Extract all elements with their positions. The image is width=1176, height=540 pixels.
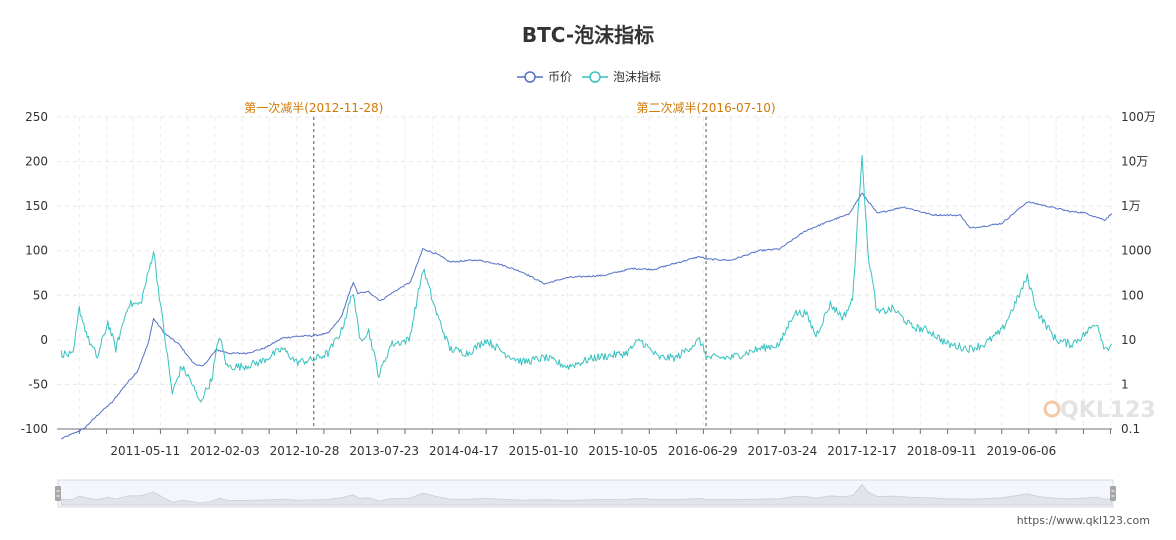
datazoom-handle-end[interactable] (1110, 486, 1116, 501)
legend-price-circle-icon (524, 71, 536, 83)
left-tick-label: 250 (25, 110, 48, 124)
datazoom-preview (60, 483, 1113, 506)
x-tick-label: 2011-05-11 (110, 444, 180, 458)
left-tick-label: 100 (25, 244, 48, 258)
datazoom-handle-start[interactable] (55, 486, 61, 501)
halving-markers: 第一次减半(2012-11-28) 第二次减半(2016-07-10) (244, 101, 776, 429)
datazoom-handle-start-grip-icon (55, 486, 61, 501)
right-y-axis: 100万 10万 1万 1000 100 10 1 0.1 (1121, 110, 1156, 436)
x-tick-label: 2018-09-11 (907, 444, 977, 458)
legend-bubble-circle-icon (589, 71, 601, 83)
series-lines (60, 155, 1113, 440)
x-tick-label: 2014-04-17 (429, 444, 499, 458)
left-y-axis: 250 200 150 100 50 0 -50 -100 (21, 110, 48, 436)
source-url[interactable]: https://www.qkl123.com (1017, 514, 1150, 527)
x-tick-label: 2016-06-29 (668, 444, 738, 458)
left-tick-label: -50 (28, 377, 48, 391)
right-tick-label: 10万 (1121, 155, 1148, 169)
right-tick-label: 1 (1121, 377, 1129, 391)
series-line-price (61, 192, 1113, 440)
x-tick-label: 2019-06-06 (986, 444, 1056, 458)
left-tick-label: 0 (40, 333, 48, 347)
right-tick-label: 100 (1121, 288, 1144, 302)
legend-item-price[interactable]: 币价 (517, 70, 572, 84)
x-tick-label: 2017-12-17 (827, 444, 897, 458)
series-line-bubble (60, 155, 1113, 403)
legend-bubble-label: 泡沫指标 (613, 69, 661, 84)
x-tick-label: 2017-03-24 (748, 444, 818, 458)
right-tick-label: 100万 (1121, 110, 1156, 124)
datazoom-slider[interactable] (55, 479, 1116, 508)
x-tick-label: 2012-10-28 (270, 444, 340, 458)
grid (57, 116, 1112, 429)
chart-title: BTC-泡沫指标 (522, 23, 654, 47)
legend-item-bubble[interactable]: 泡沫指标 (582, 69, 661, 84)
left-tick-label: 50 (33, 288, 48, 302)
watermark-logo-icon (1043, 400, 1061, 418)
datazoom-handle-end-grip-icon (1110, 486, 1116, 501)
halving-label: 第二次减半(2016-07-10) (636, 101, 775, 115)
watermark: QKL123 (1043, 398, 1156, 423)
legend: 币价 泡沫指标 (517, 69, 661, 84)
x-tick-label: 2015-01-10 (509, 444, 579, 458)
watermark-text: QKL123 (1060, 398, 1156, 423)
x-tick-label: 2015-10-05 (588, 444, 658, 458)
left-tick-label: 200 (25, 155, 48, 169)
halving-label: 第一次减半(2012-11-28) (244, 101, 383, 115)
right-tick-label: 1万 (1121, 199, 1141, 213)
datazoom-selection (58, 480, 1113, 507)
x-axis: 2011-05-11 2012-02-03 2012-10-28 2013-07-23… (57, 428, 1112, 458)
right-tick-label: 1000 (1121, 244, 1152, 258)
x-tick-label: 2013-07-23 (349, 444, 419, 458)
right-tick-label: 10 (1121, 333, 1136, 347)
right-tick-label: 0.1 (1121, 422, 1140, 436)
left-tick-label: -100 (21, 422, 48, 436)
legend-price-label: 币价 (548, 70, 572, 84)
x-tick-label: 2012-02-03 (190, 444, 260, 458)
left-tick-label: 150 (25, 199, 48, 213)
